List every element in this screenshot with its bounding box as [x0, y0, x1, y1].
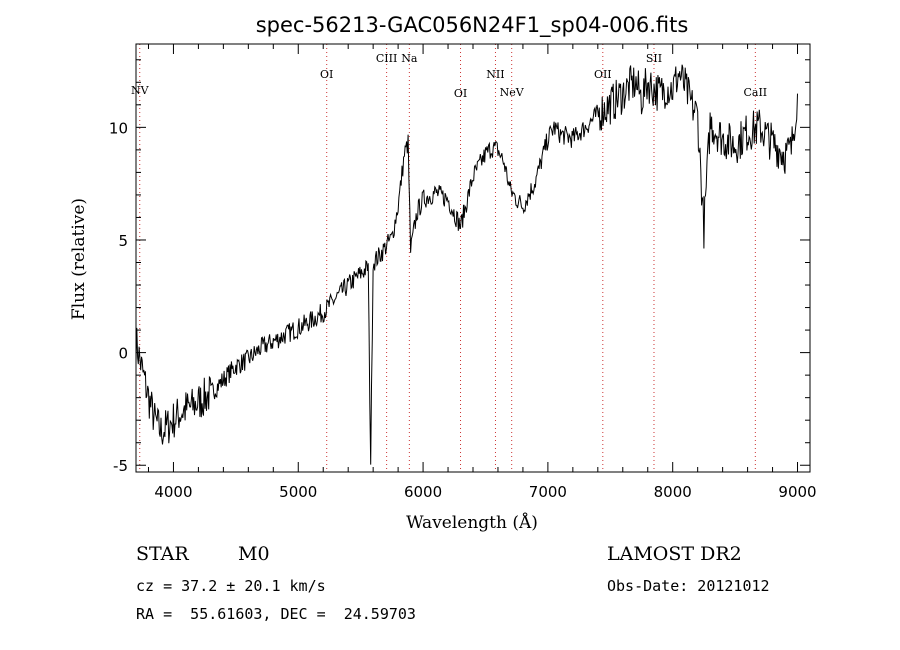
survey-name: LAMOST DR2 [607, 543, 742, 565]
spectral-line-label: CaII [743, 86, 767, 99]
spectral-line-label: NeV [500, 86, 525, 99]
spectral-line-markers: NV OI CIII Na OI NII NeV OII SII CaII [131, 44, 767, 472]
redshift-readout: cz = 37.2 ± 20.1 km/s [136, 577, 326, 595]
object-class: STAR [136, 543, 189, 565]
x-tick-label: 5000 [279, 483, 317, 501]
x-axis-ticks: 4000 5000 6000 7000 8000 9000 [147, 44, 817, 501]
coordinates-readout: RA = 55.61603, DEC = 24.59703 [136, 605, 416, 623]
object-subclass: M0 [238, 543, 270, 565]
spectrum-layer [135, 64, 798, 465]
x-tick-label: 4000 [154, 483, 192, 501]
chart-title: spec-56213-GAC056N24F1_sp04-006.fits [256, 13, 689, 38]
x-axis-title: Wavelength (Å) [406, 512, 538, 533]
x-tick-label: 9000 [778, 483, 816, 501]
observation-date: Obs-Date: 20121012 [607, 577, 770, 595]
spectral-line-label: NII [486, 68, 504, 81]
spectral-line-label: Na [401, 52, 418, 65]
plot-frame [135, 43, 811, 473]
y-tick-label: 0 [118, 345, 128, 363]
x-tick-label: 8000 [654, 483, 692, 501]
y-tick-label: 5 [118, 232, 128, 250]
spectral-line-label: OI [454, 87, 467, 100]
y-tick-label: 10 [109, 119, 128, 137]
spectral-line-label: NV [131, 84, 150, 97]
y-axis-ticks: -5 0 5 10 [109, 59, 810, 475]
spectrum-line [135, 64, 798, 465]
y-axis-title: Flux (relative) [69, 198, 89, 320]
spectral-line-label: OII [594, 68, 612, 81]
x-tick-label: 6000 [404, 483, 442, 501]
spectral-line-label: CIII [376, 52, 397, 65]
y-tick-label: -5 [113, 457, 128, 475]
spectral-line-label: OI [320, 68, 333, 81]
x-tick-label: 7000 [529, 483, 567, 501]
spectral-line-label: SII [646, 52, 662, 65]
